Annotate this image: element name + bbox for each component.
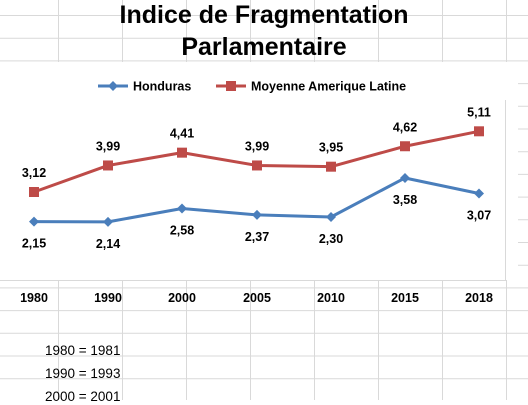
data-point [474, 126, 484, 137]
data-point [29, 187, 39, 197]
data-label: 2,14 [96, 237, 120, 251]
series-honduras: 2,15 2,14 2,58 2,37 2,30 3,58 3,07 [22, 172, 491, 251]
legend-label: Honduras [133, 80, 191, 94]
data-label: 2,37 [245, 230, 269, 244]
data-label: 3,99 [245, 139, 269, 153]
x-tick-label-2015: 2015 [391, 291, 419, 305]
data-point [103, 216, 113, 227]
data-label: 5,11 [467, 105, 491, 119]
data-point [400, 141, 410, 152]
x-tick-label-2000: 2000 [168, 291, 196, 305]
series-moyenne-amerique-latine: 3,12 3,99 4,41 3,99 3,95 4,62 5,11 [22, 105, 491, 197]
chart-title-line-2: Parlamentaire [181, 33, 347, 61]
x-tick-label-1990: 1990 [94, 291, 122, 305]
legend-item-moyenne-amerique-latine: Moyenne Amerique Latine [216, 80, 406, 94]
data-point [177, 147, 187, 158]
legend-label: Moyenne Amerique Latine [251, 80, 406, 94]
data-label: 3,07 [467, 209, 491, 223]
data-label: 4,62 [393, 120, 417, 134]
data-point [400, 172, 410, 183]
legend: Honduras Moyenne Amerique Latine [98, 80, 406, 94]
x-tick-label-2018: 2018 [465, 291, 493, 305]
x-tick-label-2010: 2010 [317, 291, 345, 305]
note-2000: 2000 = 2001 [45, 389, 121, 404]
data-point [177, 203, 187, 214]
note-1980: 1980 = 1981 [45, 343, 121, 358]
legend-swatch-marker [108, 81, 118, 91]
data-point [326, 161, 336, 172]
legend-swatch-marker [226, 81, 236, 91]
data-label: 2,15 [22, 237, 46, 251]
legend-item-honduras: Honduras [98, 80, 191, 94]
data-label: 2,30 [319, 232, 343, 246]
data-label: 2,58 [170, 223, 194, 237]
data-label: 3,58 [393, 193, 417, 207]
chart-title-line-1: Indice de Fragmentation [119, 1, 409, 29]
data-point [474, 188, 484, 199]
data-point [252, 209, 262, 220]
data-point [326, 212, 336, 223]
data-label: 3,12 [22, 166, 46, 180]
data-point [29, 216, 39, 227]
data-point [252, 160, 262, 171]
data-label: 4,41 [170, 127, 194, 141]
plot-background [0, 62, 518, 280]
data-label: 3,95 [319, 141, 343, 155]
data-label: 3,99 [96, 139, 120, 153]
x-tick-label-2005: 2005 [243, 291, 271, 305]
note-1990: 1990 = 1993 [45, 366, 121, 381]
x-tick-label-1980: 1980 [20, 291, 48, 305]
data-point [103, 160, 113, 171]
